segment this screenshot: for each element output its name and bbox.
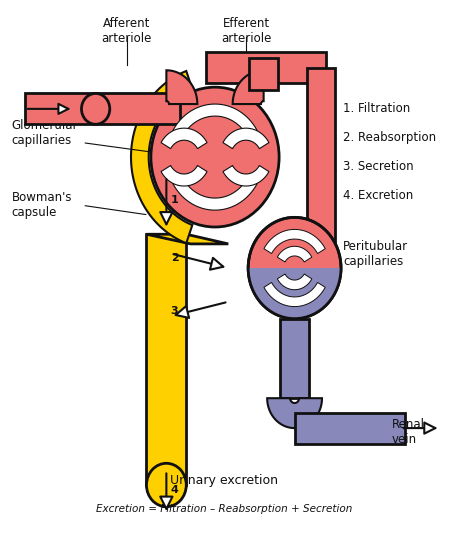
Circle shape	[248, 218, 341, 318]
Text: Renal
vein: Renal vein	[392, 418, 425, 446]
Polygon shape	[264, 282, 325, 307]
Text: Glomerular
capillaries: Glomerular capillaries	[11, 119, 78, 147]
Text: Efferent
arteriole: Efferent arteriole	[221, 17, 271, 45]
Polygon shape	[277, 247, 312, 262]
Polygon shape	[277, 274, 312, 289]
Circle shape	[151, 87, 279, 227]
Text: Afferent
arteriole: Afferent arteriole	[101, 17, 152, 45]
Polygon shape	[161, 166, 207, 186]
Polygon shape	[146, 234, 228, 244]
Text: Urinary excretion: Urinary excretion	[170, 474, 278, 487]
Polygon shape	[166, 70, 197, 104]
Circle shape	[82, 93, 110, 124]
Polygon shape	[233, 70, 263, 104]
Text: 1: 1	[171, 196, 179, 205]
Text: 4. Excretion: 4. Excretion	[343, 189, 414, 202]
Polygon shape	[248, 268, 341, 318]
Polygon shape	[173, 104, 257, 137]
Bar	[307, 68, 335, 268]
Polygon shape	[173, 177, 257, 210]
Text: 4: 4	[171, 485, 179, 495]
Polygon shape	[267, 398, 322, 428]
Text: 2. Reabsorption: 2. Reabsorption	[343, 131, 437, 144]
Text: Excretion = Filtration – Reabsorption + Secretion: Excretion = Filtration – Reabsorption + …	[95, 504, 352, 514]
Polygon shape	[161, 128, 207, 148]
Bar	[146, 234, 186, 485]
Text: Bowman's
capsule: Bowman's capsule	[11, 191, 72, 219]
Text: Peritubular
capillaries: Peritubular capillaries	[343, 240, 409, 267]
Polygon shape	[131, 71, 192, 243]
Polygon shape	[223, 166, 269, 186]
Bar	[280, 318, 309, 398]
Text: 3. Secretion: 3. Secretion	[343, 160, 414, 173]
Bar	[295, 413, 405, 443]
Bar	[250, 58, 278, 90]
Text: 3: 3	[171, 307, 179, 316]
Text: 1. Filtration: 1. Filtration	[343, 102, 410, 115]
Bar	[25, 93, 179, 124]
Polygon shape	[264, 229, 325, 254]
Bar	[206, 53, 326, 83]
Text: 2: 2	[171, 254, 179, 263]
Polygon shape	[223, 128, 269, 148]
Circle shape	[146, 463, 186, 507]
